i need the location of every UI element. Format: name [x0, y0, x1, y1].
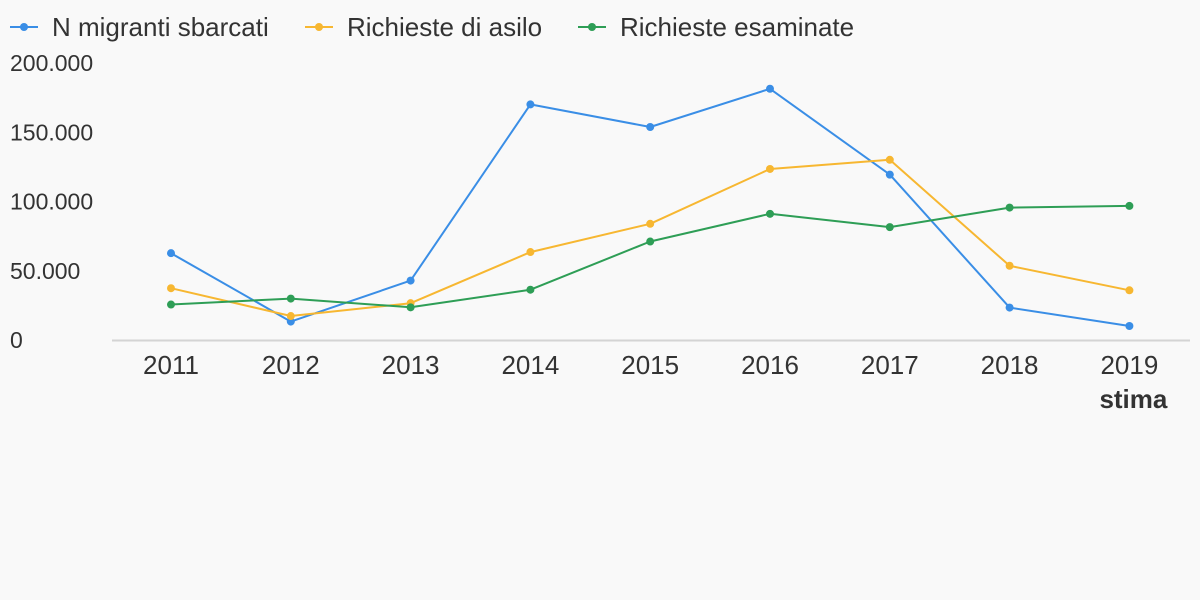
x-tick-label: 2012	[262, 350, 320, 380]
data-point	[646, 219, 655, 228]
x-tick-label: 2017	[861, 350, 919, 380]
data-point	[766, 209, 774, 218]
data-point	[885, 170, 894, 179]
data-point	[885, 155, 894, 164]
data-point	[646, 237, 655, 246]
legend-label-2: Richieste di asilo	[347, 12, 542, 42]
x-tick-label: 2014	[501, 350, 559, 380]
data-point	[1125, 322, 1134, 331]
legend-label-3: Richieste esaminate	[620, 12, 854, 42]
y-tick-label: 100.000	[10, 189, 93, 215]
data-point	[167, 300, 175, 309]
x-tick-label: 2011	[143, 350, 199, 380]
data-point	[1125, 201, 1134, 210]
x-tick-label: 2013	[382, 350, 440, 380]
data-point	[526, 285, 535, 294]
x-tick-label: 2016	[741, 350, 799, 380]
data-point	[286, 317, 295, 326]
data-point	[286, 312, 295, 321]
x-tick-label: 2019	[1100, 350, 1158, 380]
y-tick-label: 0	[10, 327, 23, 353]
data-point	[646, 122, 655, 131]
y-tick-label: 200.000	[10, 50, 93, 76]
data-point	[406, 276, 415, 285]
legend-marker-3	[588, 23, 596, 31]
data-point	[526, 100, 535, 109]
data-point	[406, 303, 415, 312]
y-tick-label: 150.000	[10, 119, 93, 145]
x-tick-label: 2018	[981, 350, 1039, 380]
data-point	[1005, 303, 1014, 312]
data-point	[1125, 286, 1134, 295]
data-point	[286, 294, 295, 303]
data-point	[1005, 261, 1014, 270]
x-tick-note: stima	[1099, 384, 1167, 414]
data-point	[526, 248, 535, 257]
x-tick-label: 2015	[621, 350, 679, 380]
legend-label-1: N migranti sbarcati	[52, 12, 269, 42]
data-point	[167, 284, 175, 293]
data-point	[766, 84, 774, 93]
legend-marker-1	[20, 23, 28, 31]
data-point	[1005, 203, 1014, 212]
y-tick-label: 50.000	[10, 258, 80, 284]
data-point	[167, 249, 175, 258]
data-point	[766, 164, 774, 173]
data-point	[885, 223, 894, 232]
legend-marker-2	[315, 23, 323, 31]
